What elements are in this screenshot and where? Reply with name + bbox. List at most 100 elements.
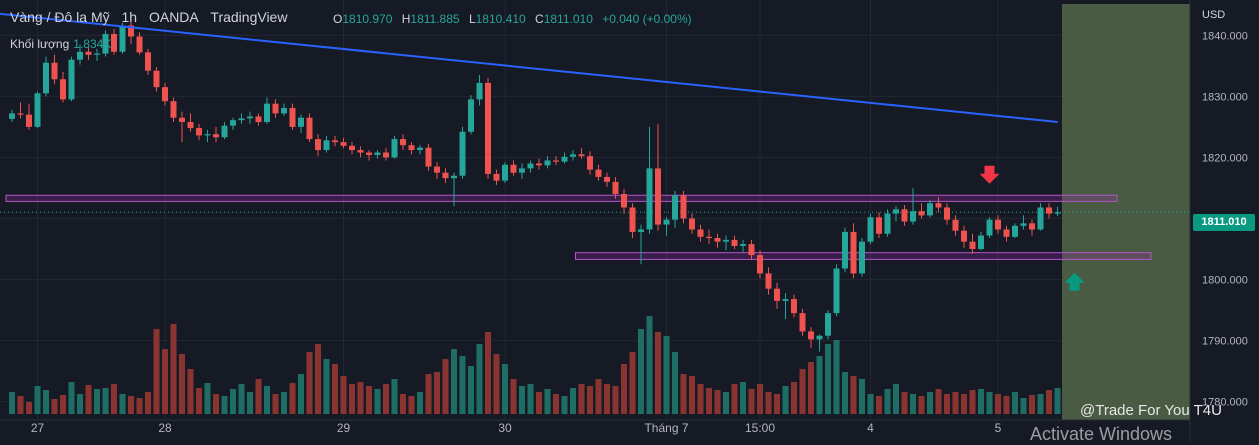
candle-body [153,70,160,88]
candle-body [655,168,661,225]
activate-windows-overlay: Activate Windows [1030,424,1173,444]
volume-bar [340,376,347,414]
candle-body [102,34,109,54]
volume-bar [1046,390,1052,414]
candle-body [978,235,984,250]
candle-body [77,51,83,60]
volume-bar [910,394,916,414]
candle-body [1003,229,1010,237]
volume-bar [289,383,296,414]
candle-body [94,53,100,55]
candle-body [884,213,891,234]
symbol-name[interactable]: Vàng / Đô la Mỹ [10,9,110,25]
volume-bar [1037,394,1044,414]
arrow-up-icon [1064,272,1085,291]
chart-header: Vàng / Đô la Mỹ 1h OANDA TradingView [10,9,295,25]
candle-body [255,116,262,122]
candle-body [740,244,746,246]
candle-body [1012,225,1018,237]
candle-body [910,211,916,222]
candle-body [587,156,593,170]
open-value: 1810.970 [342,12,393,26]
candle-body [986,219,993,236]
candle-body [646,168,653,230]
volume-bar [272,394,279,414]
volume-bar [944,394,950,414]
candle-body [536,163,542,166]
candle-body [961,230,967,242]
volume-bar [850,376,857,414]
candle-body [145,52,151,71]
volume-bar [476,344,483,414]
candle-body [935,203,942,208]
volume-bar [77,394,83,414]
candle-body [408,145,415,151]
candle-body [357,150,364,153]
candle-body [51,62,58,80]
x-tick-label: 5 [995,421,1002,435]
candle-body [697,229,704,237]
candle-body [111,34,117,52]
volume-bar [357,382,364,414]
volume-bar [655,332,661,414]
volume-bar [111,384,117,414]
candle-body [825,313,831,336]
candle-body [272,103,279,114]
volume-bar [1012,392,1018,414]
y-tick-label: 1800.000 [1202,275,1248,287]
volume-bar [417,392,423,414]
candle-body [765,273,772,289]
volume-bar [901,392,908,414]
supply-demand-zone [5,194,1118,202]
candle-body [604,176,610,182]
close-key: C [535,12,544,26]
candle-body [723,239,729,242]
volume-bar [400,394,406,414]
candle-body [842,231,848,269]
volume-legend[interactable]: Khối lượng 1.834K [10,37,111,51]
candle-body [527,163,534,169]
volume-bar [867,394,874,414]
volume-bar [374,389,381,414]
trendline [0,12,1058,123]
candle-body [340,142,347,146]
candle-body [612,181,619,195]
volume-bar [672,352,678,414]
x-tick-label: 29 [337,421,351,435]
volume-bar [595,379,602,414]
interval-label[interactable]: 1h [121,9,138,25]
volume-bar [587,386,593,414]
candle-body [561,156,568,162]
volume-bar [927,392,933,414]
volume-bar [833,340,840,414]
volume-bar [468,366,474,414]
volume-bar [323,359,330,414]
volume-bar [1029,395,1035,414]
candle-body [323,140,330,151]
candle-body [204,134,211,136]
volume-bar [612,386,619,414]
candle-body [136,36,143,53]
x-tick-label: 4 [867,421,874,435]
volume-bar [969,390,976,414]
candle-body [400,139,406,146]
watermark-text: @Trade For You T4U [1080,402,1222,419]
volume-bar [349,384,355,414]
candle-body [808,331,814,340]
candle-body [442,172,449,179]
volume-bar [629,352,636,414]
candle-body [493,173,500,181]
candle-body [221,125,228,138]
currency-label: USD [1202,9,1226,21]
candle-body [791,299,797,314]
volume-bar [842,372,848,414]
candle-body [816,335,823,340]
candle-body [927,203,933,216]
candle-body [366,152,372,155]
volume-bar [1020,398,1027,414]
volume-bar [68,382,75,414]
candle-body [680,195,687,219]
volume-bar [332,364,338,414]
volume-bar [196,388,202,414]
